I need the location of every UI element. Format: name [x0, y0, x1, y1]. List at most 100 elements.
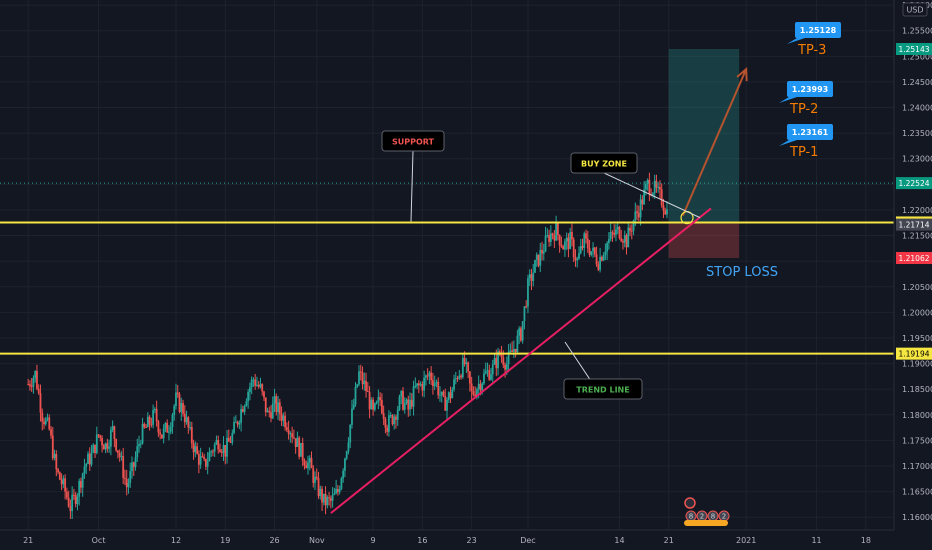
currency-label: USD	[906, 6, 923, 15]
price-axis-badge[interactable]: 1.22524	[896, 177, 932, 190]
candle-body	[560, 245, 563, 247]
candle-body	[373, 403, 376, 410]
time-tick-label: 19	[220, 536, 230, 545]
candle-body	[356, 384, 359, 387]
candle-body	[248, 387, 251, 393]
candle-body	[39, 393, 42, 413]
candle-body	[379, 397, 382, 400]
target-badge	[795, 22, 841, 38]
price-axis-badge-bg	[896, 177, 932, 190]
candle-body	[101, 438, 103, 446]
candle-body	[636, 211, 638, 213]
candle-body	[659, 186, 661, 190]
drawn-lines[interactable]	[0, 67, 894, 514]
candle-body	[296, 437, 299, 447]
candle-body	[303, 460, 306, 466]
candle-body	[90, 452, 93, 465]
candle-body	[44, 419, 47, 425]
candle-body	[88, 453, 91, 465]
candle-body	[273, 396, 276, 404]
loss-zone	[668, 222, 740, 258]
candles	[27, 172, 668, 520]
candle-body	[579, 246, 582, 254]
price-axis-badge[interactable]: 1.21714	[896, 218, 932, 231]
candle-body	[197, 453, 200, 465]
candle-body	[259, 384, 262, 387]
candle-body	[606, 242, 609, 252]
candle-body	[141, 423, 144, 444]
candle-body	[384, 418, 387, 428]
currency-label-box: USD	[902, 2, 928, 17]
candle-body	[95, 434, 98, 454]
candle-body	[94, 444, 96, 454]
candle-body	[405, 399, 408, 404]
candle-body	[285, 427, 288, 430]
support-callout-text: SUPPORT	[392, 138, 435, 147]
candle-body	[643, 189, 646, 205]
candle-body	[278, 402, 281, 414]
price-tick-label: 1.17500	[902, 436, 932, 445]
candle-body	[219, 449, 221, 452]
candle-body	[386, 427, 389, 432]
candle-body	[456, 378, 459, 380]
candle-body	[159, 432, 162, 435]
candle-body	[205, 459, 207, 467]
candle-body	[69, 506, 72, 512]
candle-body	[430, 372, 433, 381]
price-axis[interactable]: 1.260001.255001.250001.245001.240001.235…	[893, 0, 932, 530]
target-price: 1.23993	[792, 85, 828, 94]
time-axis[interactable]: 21 Oct 12 19 26 Nov 9 16 23 Dec 14 21 2021 11 18	[0, 529, 932, 550]
candle-body	[106, 443, 109, 449]
candle-body	[505, 363, 508, 370]
candle-body	[375, 401, 378, 404]
price-axis-badge[interactable]: 1.21062	[896, 251, 932, 264]
candle-body	[324, 493, 327, 506]
candle-body	[581, 246, 584, 248]
candle-body	[377, 397, 380, 402]
candle-body	[146, 416, 149, 428]
candle-body	[335, 489, 338, 494]
candle-body	[183, 413, 186, 423]
candle-body	[521, 321, 524, 341]
candle-body	[502, 357, 505, 365]
candle-body	[139, 443, 142, 445]
candle-body	[213, 444, 216, 452]
candle-body	[74, 494, 77, 504]
candle-body	[516, 335, 519, 353]
candle-body	[446, 399, 448, 411]
target-tp-2: 1.23993 TP-2	[779, 81, 833, 117]
candle-body	[150, 424, 153, 426]
candle-body	[345, 451, 348, 459]
candle-body	[220, 451, 223, 453]
candle-body	[194, 446, 197, 453]
candle-body	[421, 384, 424, 391]
candle-body	[539, 249, 542, 266]
candle-body	[653, 180, 656, 194]
target-price: 1.25128	[800, 26, 837, 35]
indicator-icon[interactable]	[684, 497, 696, 509]
trend-line-callout: TREND LINE	[563, 341, 643, 400]
candle-body	[481, 383, 484, 391]
price-axis-badge[interactable]: 1.19194	[896, 347, 932, 360]
price-tick-label: 1.24500	[902, 78, 932, 87]
candle-body	[307, 462, 309, 469]
candle-body	[185, 417, 188, 423]
candle-body	[449, 392, 452, 399]
candle-body	[148, 416, 151, 425]
time-tick-label: Nov	[309, 536, 325, 545]
candle-body	[467, 362, 470, 372]
candle-body	[585, 233, 587, 239]
candle-body	[352, 404, 355, 409]
price-axis-badge[interactable]: 1.25143	[896, 43, 932, 56]
candle-body	[99, 435, 102, 439]
candle-body	[393, 416, 396, 425]
candle-body	[609, 232, 612, 240]
candle-body	[644, 184, 647, 190]
candle-body	[454, 378, 457, 380]
candle-body	[590, 251, 593, 255]
trend-line[interactable]	[330, 207, 712, 514]
candle-body	[497, 351, 499, 369]
candle-body	[85, 463, 88, 467]
